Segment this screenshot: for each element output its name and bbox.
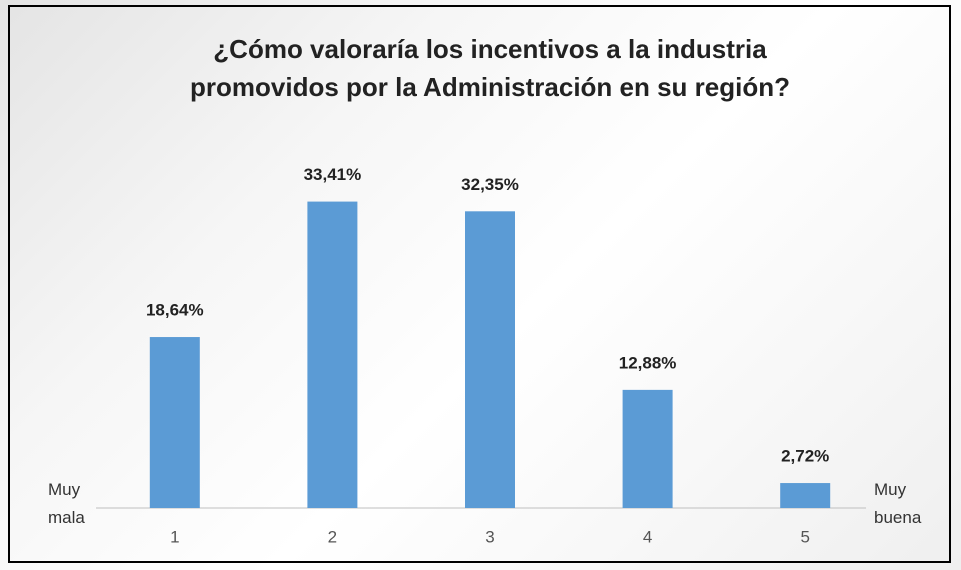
right-annotation: Muy buena (874, 480, 922, 527)
bar (307, 201, 358, 508)
x-tick-label: 3 (485, 527, 494, 546)
data-label: 18,64% (146, 301, 204, 320)
data-label: 32,35% (461, 175, 519, 194)
x-tick-label: 2 (328, 527, 337, 546)
x-tick-label: 5 (800, 527, 809, 546)
chart-title: ¿Cómo valoraría los incentivos a la indu… (190, 34, 790, 102)
data-label: 33,41% (304, 165, 362, 184)
bar (465, 211, 515, 508)
bar (149, 337, 200, 508)
frame (8, 5, 951, 563)
data-label: 12,88% (619, 353, 677, 372)
bar (780, 483, 831, 508)
data-label: 2,72% (781, 447, 829, 466)
bar (622, 389, 673, 508)
x-tick-label: 4 (643, 527, 652, 546)
x-tick-label: 1 (170, 527, 179, 546)
left-annotation: Muy mala (48, 480, 85, 527)
